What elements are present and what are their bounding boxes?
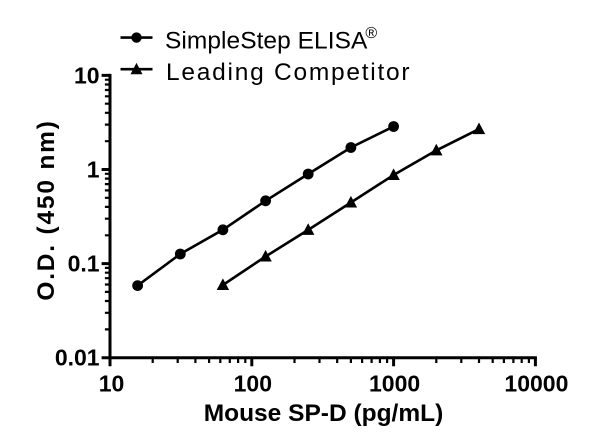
svg-text:Mouse SP-D (pg/mL): Mouse SP-D (pg/mL) <box>204 400 444 427</box>
svg-text:SimpleStep ELISA®: SimpleStep ELISA® <box>165 25 377 54</box>
svg-text:10: 10 <box>74 62 100 88</box>
svg-text:O.D. (450 nm): O.D. (450 nm) <box>33 119 60 300</box>
svg-text:1000: 1000 <box>369 371 420 397</box>
svg-text:0.1: 0.1 <box>68 251 100 277</box>
svg-text:10000: 10000 <box>504 371 568 397</box>
svg-text:1: 1 <box>87 157 100 183</box>
svg-text:0.01: 0.01 <box>55 345 100 371</box>
svg-text:100: 100 <box>234 371 272 397</box>
svg-text:Leading Competitor: Leading Competitor <box>166 59 411 86</box>
svg-text:10: 10 <box>99 371 125 397</box>
